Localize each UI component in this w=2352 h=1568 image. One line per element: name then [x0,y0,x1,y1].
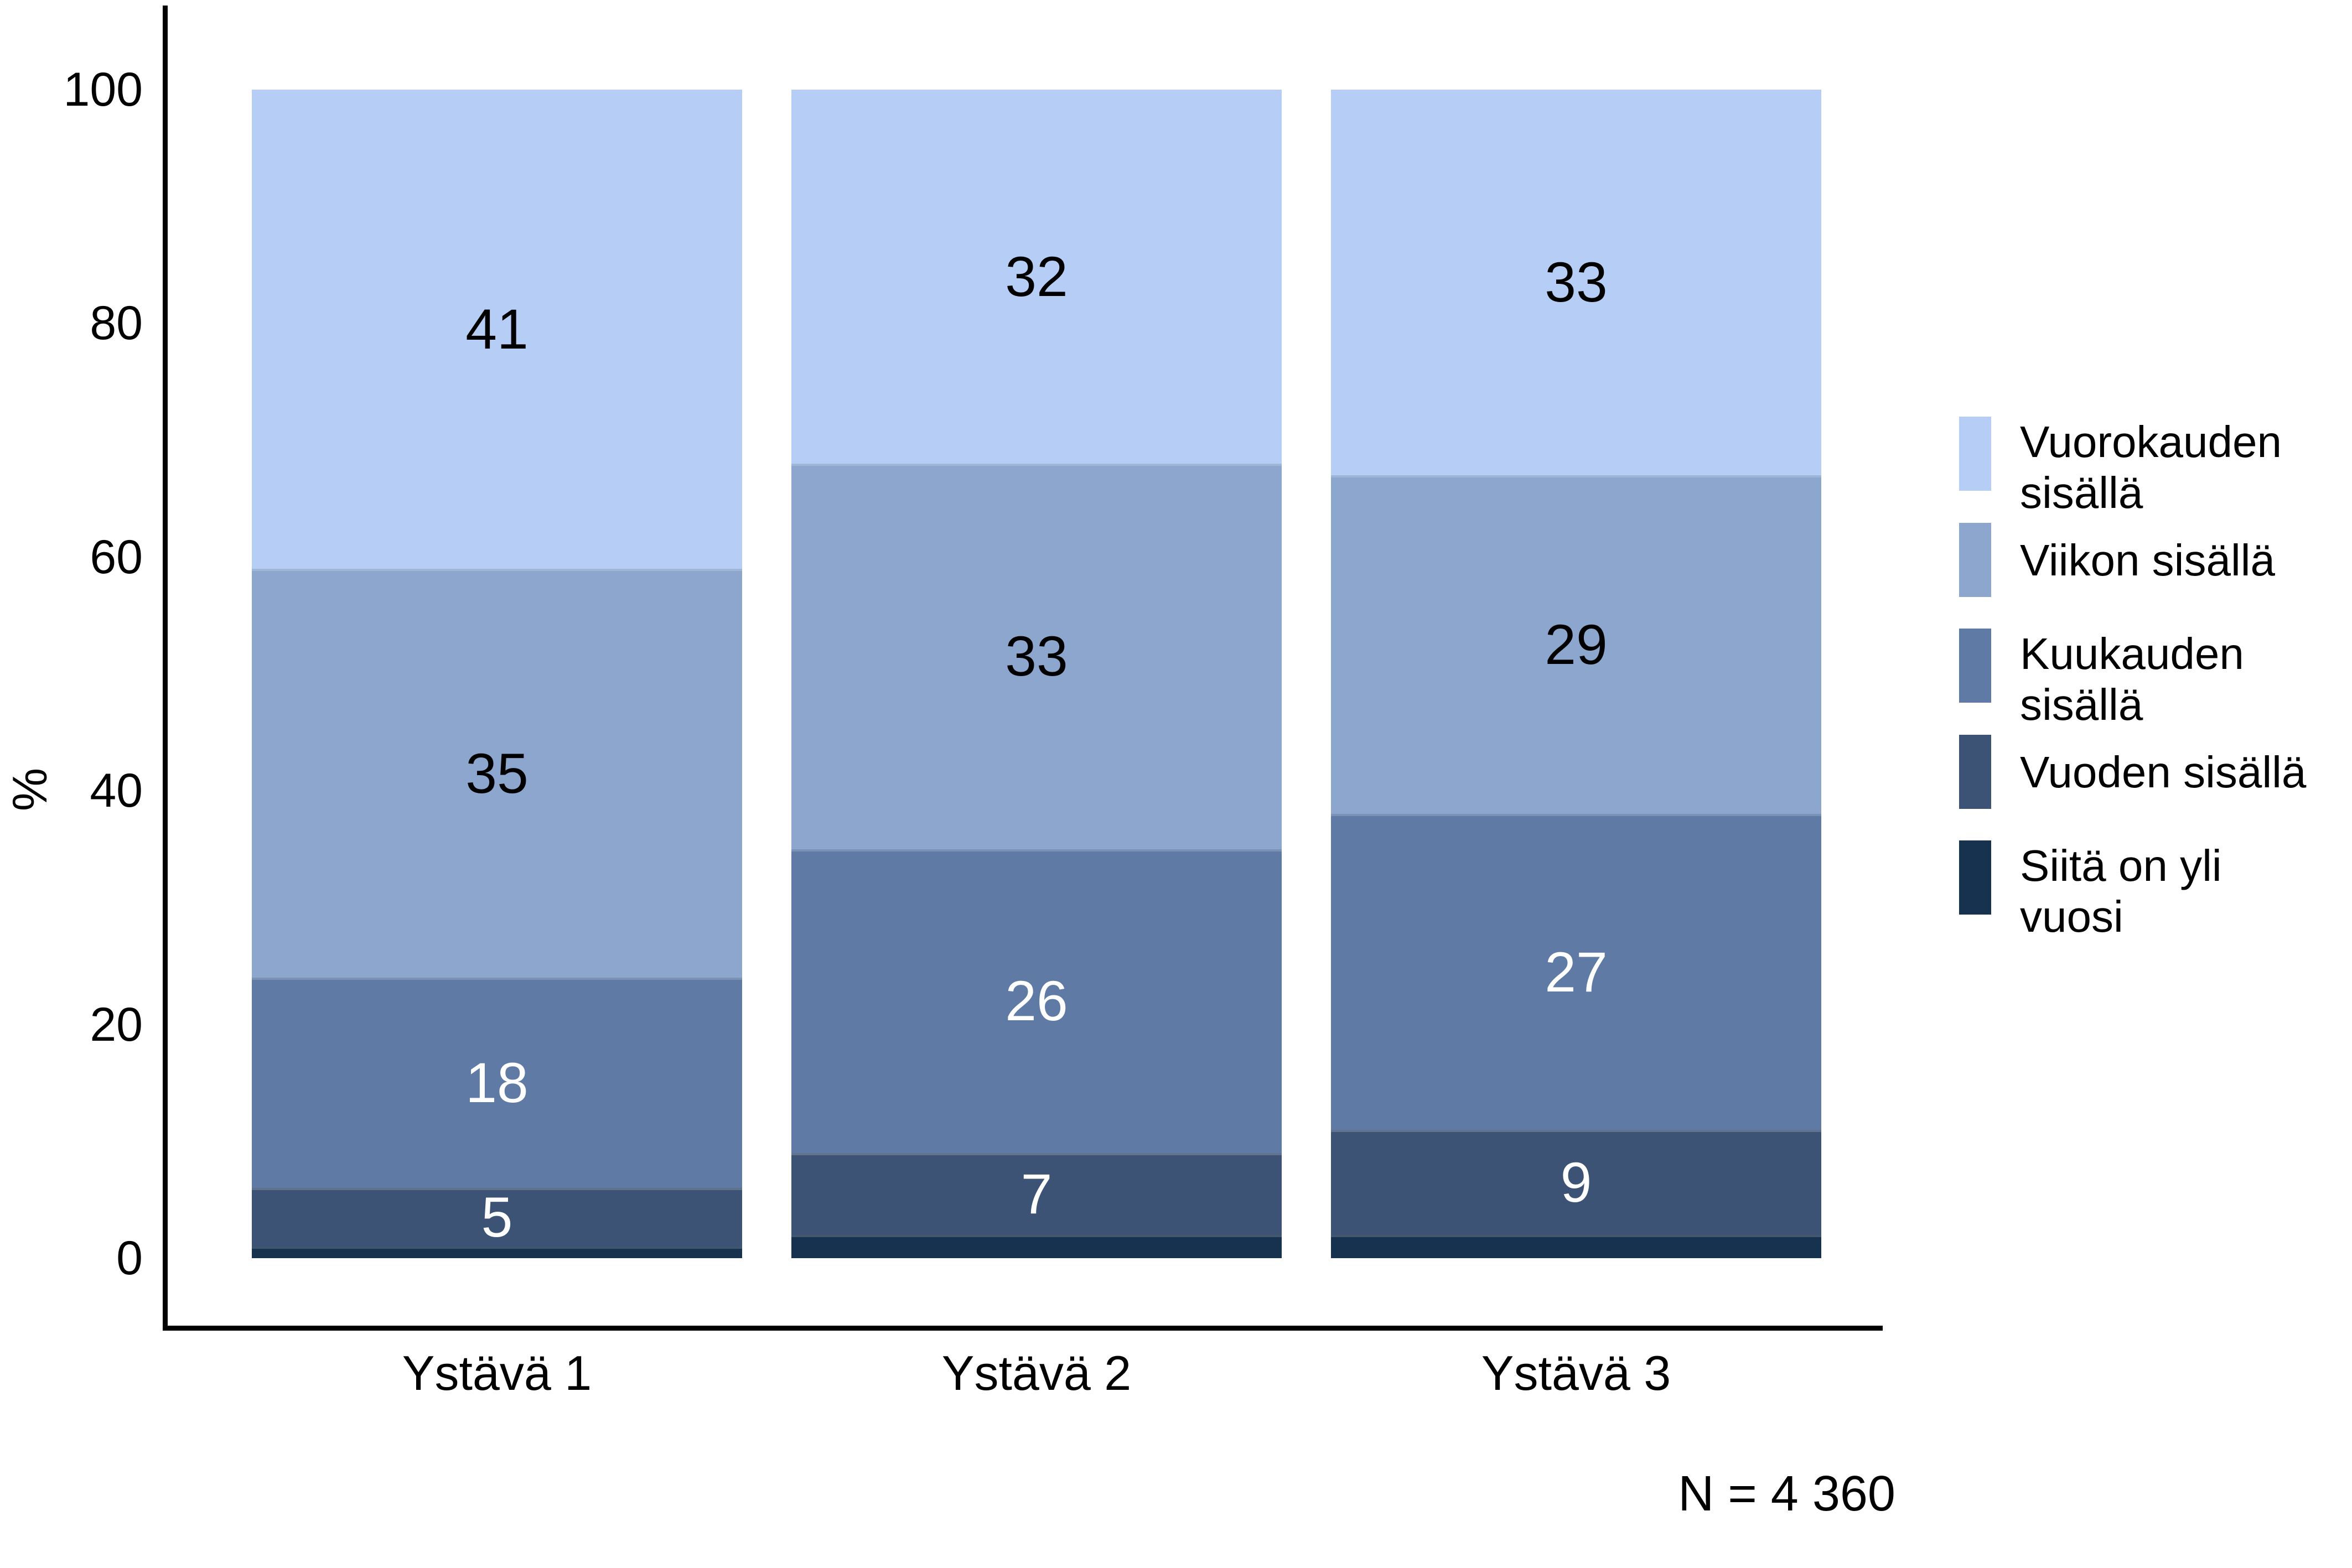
bar-segment [791,1234,1282,1258]
legend-swatch [1959,734,1991,809]
bar-segment: 29 [1331,475,1821,814]
legend-swatch [1959,522,1991,597]
bar-segment: 26 [791,849,1282,1153]
legend-label: Vuoden sisällä [2020,747,2307,797]
bar-segment: 27 [1331,814,1821,1130]
y-tick-label: 60 [90,530,143,584]
bar-ystävä-2: 32 33 26 7 [791,90,1282,1258]
legend-label: Viikon sisällä [2020,535,2275,585]
legend-entry: Kuukauden sisällä [1959,629,2346,730]
bar-segment: 41 [252,90,742,569]
bar-segment: 5 [252,1188,742,1247]
bar-value-label: 7 [1020,1162,1053,1226]
bar-segment [252,1246,742,1258]
bar-value-label: 29 [1545,613,1608,677]
y-axis-line [163,6,168,1331]
bar-value-label: 26 [1005,969,1068,1033]
y-tick-label: 0 [116,1232,143,1285]
x-axis-line [163,1326,1883,1331]
bar-segment: 33 [791,463,1282,849]
x-category-label: Ystävä 1 [402,1346,592,1400]
x-category-label: Ystävä 2 [941,1346,1132,1400]
y-tick-label: 100 [63,63,143,116]
bar-segment: 7 [791,1152,1282,1235]
sample-size-note: N = 4 360 [1678,1466,1895,1522]
x-category-label: Ystävä 3 [1481,1346,1671,1400]
bar-segment: 35 [252,568,742,978]
legend-entry: Siitä on yli vuosi [1959,840,2346,942]
bar-ystävä-3: 33 29 27 9 [1331,90,1821,1258]
legend-swatch [1959,840,1991,915]
bar-value-label: 5 [481,1186,513,1249]
legend-label: Kuukauden sisällä [2020,629,2244,729]
bar-ystävä-1: 41 35 18 5 [252,90,742,1258]
legend-swatch [1959,629,1991,703]
bar-value-label: 33 [1005,625,1068,688]
bar-segment: 33 [1331,90,1821,475]
y-tick-label: 80 [90,297,143,350]
bar-segment: 32 [791,90,1282,464]
legend-label: Vuorokauden sisällä [2020,417,2282,517]
legend-entry: Viikon sisällä [1959,522,2346,597]
y-tick-label: 40 [90,764,143,818]
bar-value-label: 9 [1560,1150,1592,1214]
bar-value-label: 32 [1005,245,1068,308]
bar-segment [1331,1234,1821,1258]
legend-swatch [1959,417,1991,491]
bar-value-label: 18 [465,1051,529,1115]
legend-entry: Vuorokauden sisällä [1959,417,2346,518]
bar-value-label: 33 [1545,251,1608,314]
legend-label: Siitä on yli vuosi [2020,841,2222,941]
bar-value-label: 41 [465,297,529,361]
legend-entry: Vuoden sisällä [1959,734,2346,809]
bar-segment: 9 [1331,1129,1821,1235]
bar-segment: 18 [252,978,742,1188]
bar-value-label: 35 [465,741,529,805]
bar-value-label: 27 [1545,940,1608,1004]
y-tick-label: 20 [90,998,143,1051]
